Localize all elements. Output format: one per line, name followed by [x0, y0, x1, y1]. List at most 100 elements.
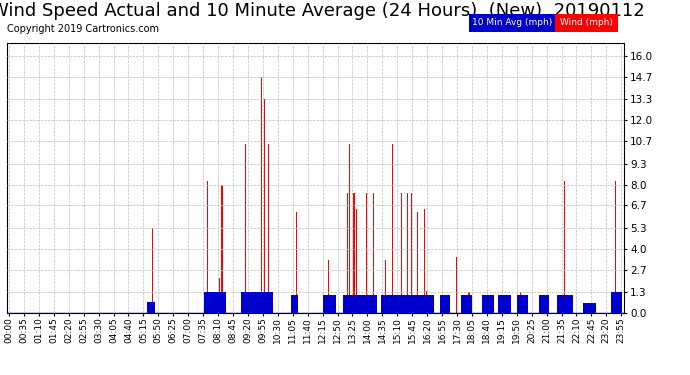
Bar — [216, 292, 217, 313]
Bar — [564, 296, 565, 313]
Bar — [522, 296, 523, 313]
Bar — [445, 296, 446, 313]
Bar — [502, 296, 504, 313]
Bar — [433, 296, 435, 313]
Bar — [219, 292, 220, 313]
Bar — [424, 209, 425, 313]
Bar — [559, 296, 560, 313]
Bar — [414, 296, 415, 313]
Bar — [222, 292, 224, 313]
Bar — [218, 292, 219, 313]
Bar — [572, 296, 573, 313]
Bar — [589, 303, 590, 313]
Bar — [398, 296, 400, 313]
Bar — [462, 296, 463, 313]
Bar — [296, 212, 297, 313]
Bar — [447, 296, 448, 313]
Bar — [373, 193, 374, 313]
Bar — [482, 296, 484, 313]
Bar — [390, 296, 391, 313]
Bar — [411, 193, 412, 313]
Bar — [333, 296, 335, 313]
Bar — [366, 193, 367, 313]
Bar — [563, 296, 564, 313]
Bar — [569, 296, 570, 313]
Bar — [215, 292, 216, 313]
Bar — [567, 296, 569, 313]
Bar — [471, 296, 472, 313]
Bar — [441, 296, 442, 313]
Bar — [296, 296, 297, 313]
Bar — [225, 292, 226, 313]
Bar — [395, 296, 396, 313]
Bar — [593, 303, 594, 313]
Bar — [484, 296, 486, 313]
Bar — [545, 296, 546, 313]
Bar — [392, 144, 393, 313]
Bar — [292, 296, 293, 313]
Bar — [344, 296, 345, 313]
Bar — [382, 296, 383, 313]
Bar — [542, 296, 543, 313]
Bar — [386, 296, 388, 313]
Bar — [212, 292, 213, 313]
Bar — [367, 296, 368, 313]
Bar — [351, 296, 353, 313]
Bar — [425, 296, 426, 313]
Bar — [431, 296, 432, 313]
Bar — [388, 296, 390, 313]
Bar — [346, 296, 347, 313]
Bar — [571, 296, 572, 313]
Bar — [611, 292, 612, 313]
Bar — [410, 296, 411, 313]
Bar — [150, 302, 151, 313]
Bar — [544, 296, 545, 313]
Bar — [592, 303, 593, 313]
Bar — [246, 292, 247, 313]
Bar — [369, 296, 371, 313]
Bar — [224, 292, 225, 313]
Bar — [327, 296, 328, 313]
Bar — [376, 296, 377, 313]
Bar — [268, 292, 269, 313]
Bar — [355, 209, 357, 313]
Bar — [363, 296, 364, 313]
Bar — [261, 292, 262, 313]
Bar — [208, 292, 210, 313]
Bar — [241, 292, 243, 313]
Bar — [526, 296, 527, 313]
Bar — [361, 296, 362, 313]
Bar — [440, 296, 441, 313]
Bar — [455, 257, 457, 313]
Bar — [266, 292, 267, 313]
Bar — [152, 228, 153, 313]
Bar — [541, 296, 542, 313]
Bar — [404, 296, 406, 313]
Bar — [326, 296, 327, 313]
Bar — [506, 296, 508, 313]
Bar — [490, 296, 491, 313]
Bar — [323, 296, 324, 313]
Bar — [153, 302, 155, 313]
Bar — [267, 292, 268, 313]
Bar — [297, 296, 298, 313]
Bar — [560, 296, 561, 313]
Bar — [214, 292, 215, 313]
Bar — [557, 296, 558, 313]
Bar — [359, 296, 360, 313]
Bar — [415, 296, 416, 313]
Bar — [498, 296, 500, 313]
Bar — [525, 296, 526, 313]
Bar — [331, 296, 332, 313]
Bar — [384, 296, 386, 313]
Bar — [561, 296, 562, 313]
Bar — [375, 296, 376, 313]
Bar — [400, 296, 402, 313]
Bar — [271, 292, 273, 313]
Bar — [391, 296, 392, 313]
Bar — [217, 292, 218, 313]
Bar — [619, 292, 620, 313]
Bar — [465, 296, 466, 313]
Bar — [466, 296, 467, 313]
Bar — [349, 296, 351, 313]
